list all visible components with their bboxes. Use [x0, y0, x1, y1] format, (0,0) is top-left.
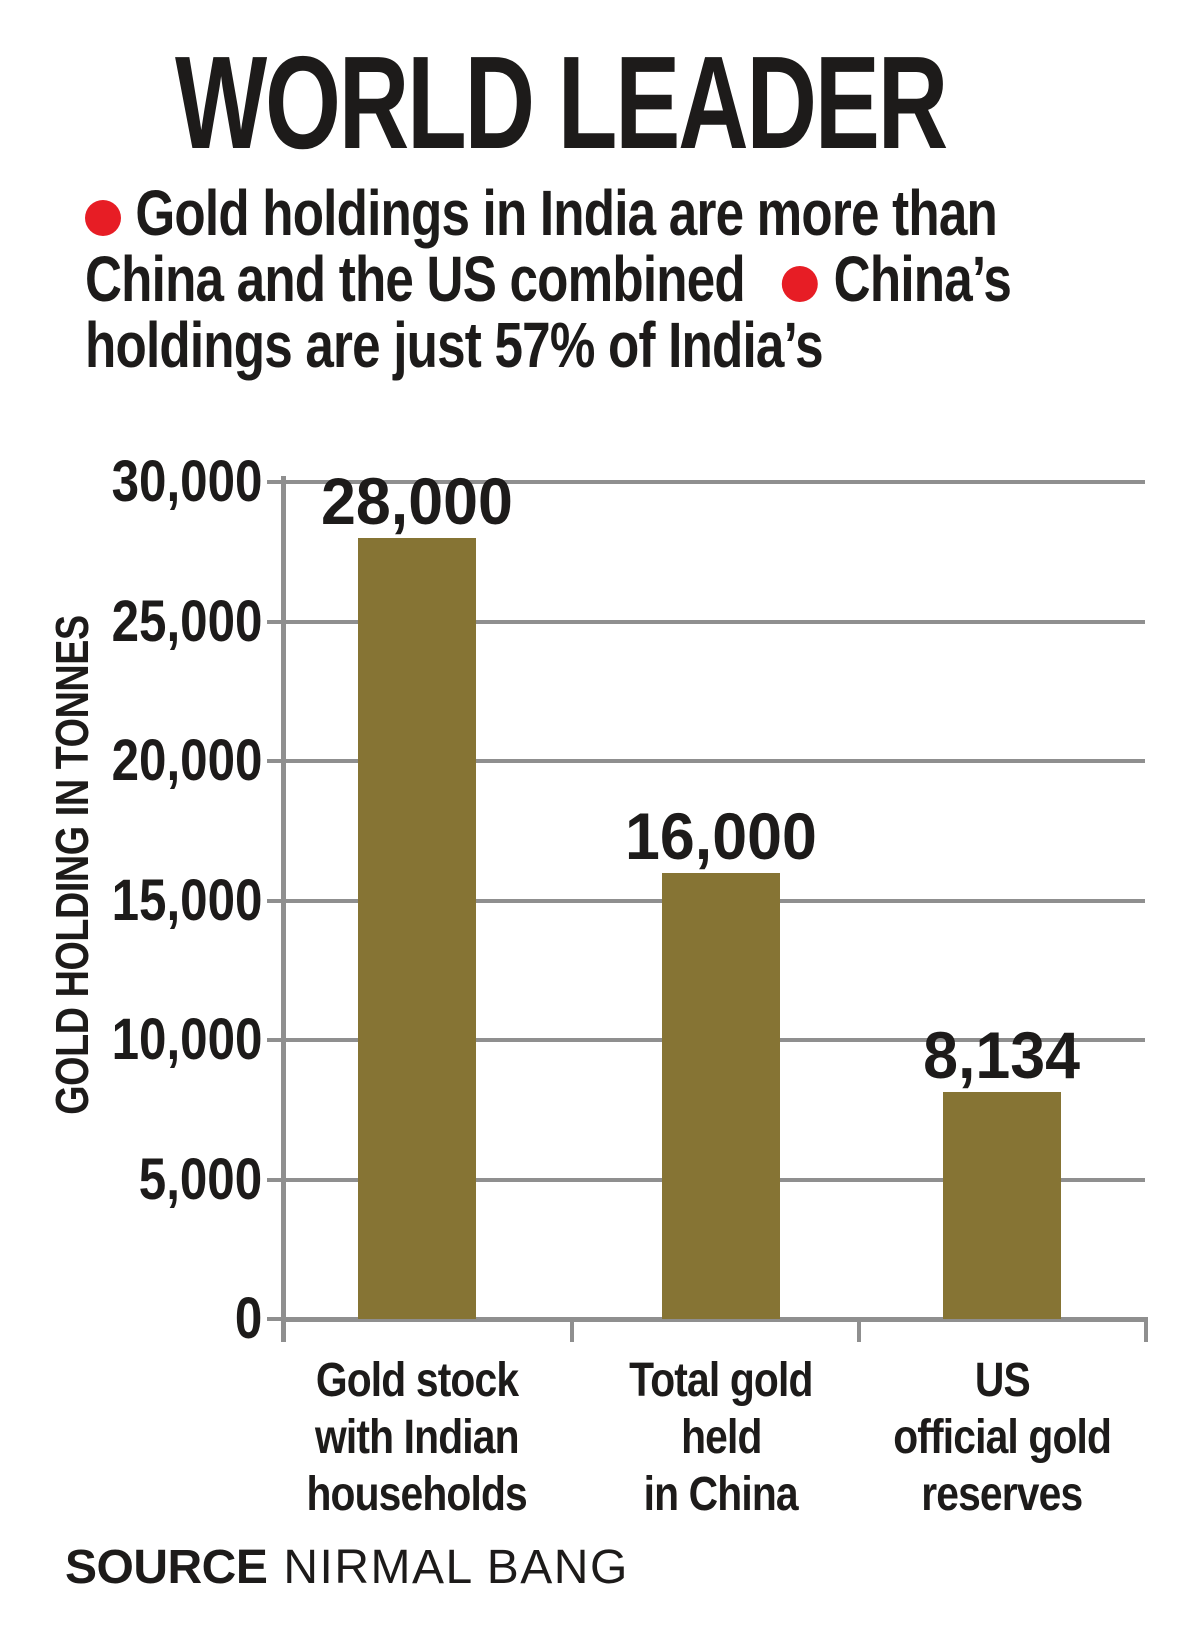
category-label-line: reserves [921, 1468, 1083, 1521]
intro-callouts: Gold holdings in India are more than Chi… [85, 180, 1200, 378]
bar-value-label: 8,134 [852, 1018, 1152, 1092]
category-label: US official gold reserves [842, 1352, 1162, 1523]
category-label-line: Total gold [629, 1354, 813, 1407]
bar [662, 872, 780, 1319]
y-axis-tick [267, 1177, 285, 1182]
y-tick-label: 10,000 [42, 1010, 262, 1070]
y-axis-tick [267, 619, 285, 624]
page-title-text: WORLD LEADER [175, 29, 948, 176]
category-label-line: held [680, 1411, 762, 1464]
category-label-line: official gold [893, 1411, 1112, 1464]
y-tick-label-text: 20,000 [111, 728, 262, 793]
y-tick-label: 15,000 [42, 867, 262, 933]
intro-text-3: holdings are just 57% of India’s [85, 309, 824, 381]
source-value: NIRMAL BANG [283, 1541, 629, 1594]
y-axis-tick [267, 1038, 285, 1042]
gridline [285, 619, 1145, 624]
y-tick-label: 20,000 [42, 731, 262, 791]
bar [943, 1092, 1061, 1319]
y-axis-tick [267, 480, 285, 484]
x-axis-tick [857, 1319, 861, 1342]
intro-text-1: Gold holdings in India are more than [135, 177, 997, 249]
gridline [285, 759, 1145, 763]
x-axis-tick [570, 1319, 574, 1342]
y-axis-line [281, 476, 286, 1342]
intro-line-3: holdings are just 57% of India’s [85, 312, 1200, 378]
bar-value-label: 28,000 [267, 464, 567, 538]
intro-line-1: Gold holdings in India are more than [85, 180, 1200, 246]
category-label-line: Gold stock [315, 1354, 519, 1407]
page-title: WORLD LEADER [175, 29, 1200, 176]
bar-value-text: 16,000 [625, 798, 817, 873]
category-label-line: households [306, 1468, 528, 1521]
gridline [285, 480, 1145, 484]
y-tick-label-text: 10,000 [111, 1007, 262, 1072]
y-tick-label: 0 [42, 1289, 262, 1349]
y-tick-label-text: 30,000 [111, 449, 262, 514]
y-axis-tick [267, 898, 285, 903]
bar-value-text: 8,134 [923, 1018, 1081, 1093]
source-line: SOURCE NIRMAL BANG [65, 1542, 629, 1594]
y-tick-label-text: 15,000 [111, 867, 262, 933]
y-tick-label: 5,000 [42, 1146, 262, 1212]
y-tick-label: 30,000 [42, 452, 262, 512]
x-axis-tick [1144, 1319, 1148, 1342]
category-label: Total gold held in China [561, 1352, 881, 1523]
y-axis-tick [267, 759, 285, 763]
intro-line-2: China and the US combined China’s [85, 246, 1200, 312]
y-tick-label-text: 0 [234, 1286, 262, 1351]
bar-value-text: 28,000 [321, 463, 513, 538]
y-tick-label-text: 5,000 [138, 1146, 262, 1212]
bar [358, 537, 476, 1319]
y-axis-tick [267, 1317, 285, 1321]
category-label-line: with Indian [315, 1411, 520, 1464]
bullet-icon [781, 266, 818, 302]
category-label-line: US [974, 1354, 1031, 1407]
source-label: SOURCE [65, 1541, 268, 1594]
x-axis-line [281, 1316, 1148, 1322]
intro-text-2b: China’s [833, 243, 1012, 315]
category-label-line: in China [643, 1468, 799, 1521]
bar-value-label: 16,000 [571, 799, 871, 873]
y-tick-label-text: 25,000 [111, 588, 262, 654]
intro-text-2a: China and the US combined [85, 243, 746, 315]
category-label: Gold stock with Indian households [257, 1352, 577, 1523]
bullet-icon [85, 200, 121, 236]
y-tick-label: 25,000 [42, 588, 262, 654]
